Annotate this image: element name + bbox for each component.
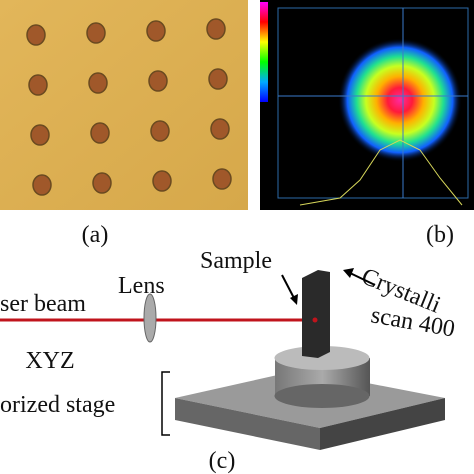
- beam-label: ser beam: [0, 291, 86, 317]
- dot: [206, 18, 226, 40]
- cylinder-base: [274, 384, 370, 408]
- frame: [277, 7, 469, 199]
- stage-label: XYZ: [25, 348, 74, 374]
- sample-plate: [302, 270, 330, 358]
- dot: [92, 172, 112, 194]
- cylinder-top: [274, 346, 370, 370]
- stage-side: [175, 398, 320, 450]
- dot: [88, 72, 108, 94]
- dot: [32, 174, 52, 196]
- dot: [212, 168, 232, 190]
- dot: [30, 124, 50, 146]
- dot: [150, 120, 170, 142]
- lens-label: Lens: [118, 273, 165, 299]
- sample-label: Sample: [200, 248, 272, 274]
- dot: [146, 20, 166, 42]
- scan-label: scan 400: [369, 302, 457, 342]
- dot: [86, 22, 106, 44]
- stage-label: orized stage: [0, 392, 115, 418]
- beam-spot: [338, 38, 462, 162]
- dot: [26, 24, 46, 46]
- stage-side: [320, 398, 445, 450]
- panel-label: (b): [426, 222, 454, 248]
- focus-spot: [312, 317, 318, 323]
- arrowhead: [290, 294, 298, 305]
- profile-curve: [299, 139, 463, 206]
- dot: [148, 70, 168, 92]
- panel-label: (a): [82, 222, 109, 248]
- arrowhead: [343, 268, 354, 278]
- dot: [210, 118, 230, 140]
- colorbar: [260, 2, 268, 102]
- dot: [90, 122, 110, 144]
- panel-label: (c): [209, 448, 236, 474]
- dot: [28, 74, 48, 96]
- dot: [208, 68, 228, 90]
- arrow: [281, 274, 296, 301]
- bracket: [161, 371, 170, 436]
- dot-array: [26, 18, 232, 196]
- dot: [152, 170, 172, 192]
- arrow: [349, 272, 376, 286]
- lens: [143, 293, 157, 343]
